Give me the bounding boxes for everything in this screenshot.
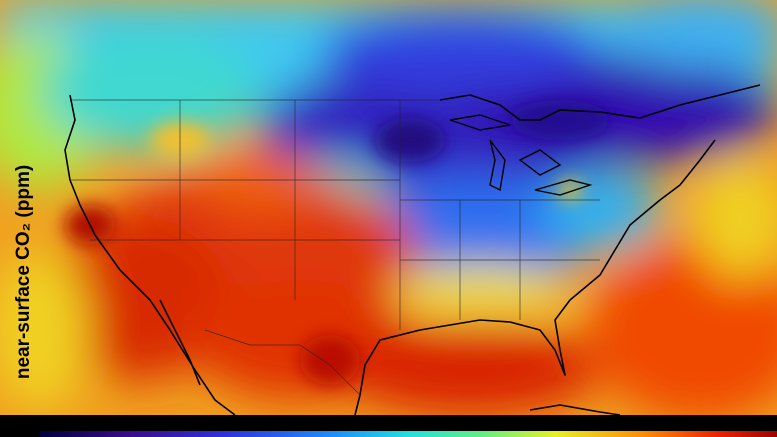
pacific-coast	[64, 94, 236, 416]
field-detail	[65, 100, 610, 385]
mexico-border	[204, 329, 361, 396]
concentration-field	[0, 0, 777, 420]
north-shore	[439, 84, 761, 121]
lake-michigan	[489, 139, 506, 192]
cuba	[529, 404, 621, 416]
gulf-atlantic-coast	[359, 139, 716, 396]
lake-superior	[449, 114, 511, 131]
borders	[70, 99, 600, 396]
lake-huron	[518, 149, 562, 176]
baja	[159, 299, 201, 386]
mexico-coast	[354, 394, 361, 416]
coastlines	[64, 84, 761, 416]
lake-erie	[534, 179, 593, 196]
colorbar-label: near-surface CO₂ (ppm)	[13, 165, 34, 379]
state-borders	[70, 100, 600, 330]
field-blobs	[0, 0, 777, 420]
colorbar	[40, 431, 777, 437]
